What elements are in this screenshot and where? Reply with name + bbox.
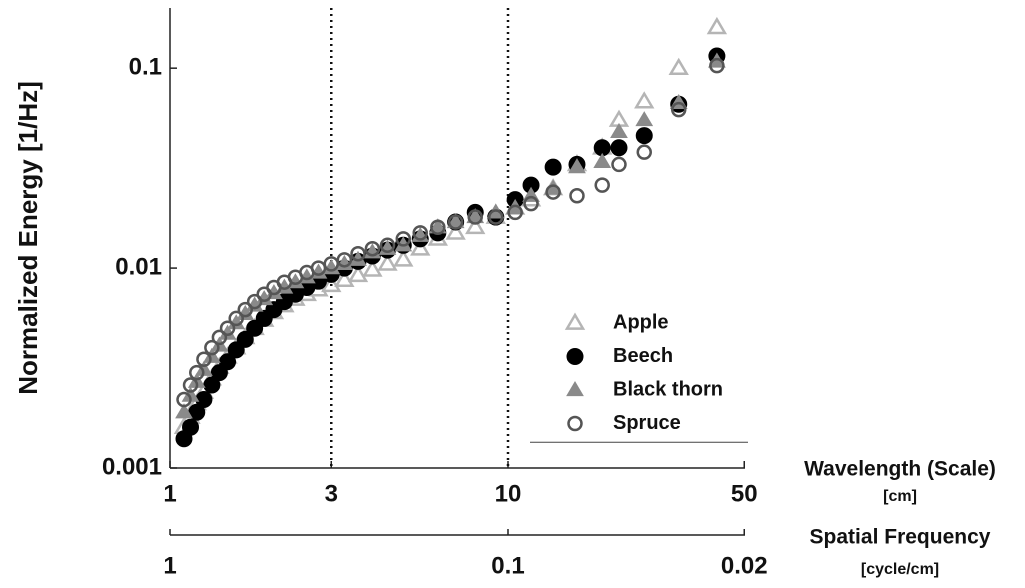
marker <box>334 269 355 288</box>
marker <box>523 195 539 212</box>
marker <box>445 222 466 240</box>
marker <box>211 329 228 346</box>
marker <box>175 403 193 419</box>
marker <box>196 351 212 367</box>
x-axis-label: Wavelength (Scale) <box>804 458 996 481</box>
marker <box>594 177 610 193</box>
marker <box>377 253 398 271</box>
marker <box>709 57 725 74</box>
marker <box>670 101 687 118</box>
marker <box>611 156 627 173</box>
legend-label: Black thorn <box>613 378 723 400</box>
marker <box>364 240 381 257</box>
marker <box>182 377 199 393</box>
x-tick-label: 1 <box>163 480 176 507</box>
marker <box>182 418 200 436</box>
marker <box>412 225 428 241</box>
marker <box>635 127 653 145</box>
marker <box>395 231 412 247</box>
marker <box>593 152 612 168</box>
y-tick-label: 0.1 <box>129 54 162 81</box>
marker <box>189 364 205 381</box>
legend-label: Beech <box>613 345 673 367</box>
marker <box>610 122 628 139</box>
marker <box>634 91 655 109</box>
legend-label: Apple <box>613 311 669 333</box>
marker <box>635 111 654 127</box>
legend-marker <box>564 312 586 330</box>
marker <box>488 209 504 225</box>
marker <box>176 391 192 408</box>
marker <box>309 263 328 279</box>
marker <box>507 204 523 221</box>
x2-axis-label: Spatial Frequency <box>810 526 991 549</box>
x-axis-unit: [cm] <box>883 488 917 505</box>
legend-label: Spruce <box>613 412 681 434</box>
marker <box>195 391 213 409</box>
marker <box>668 57 689 76</box>
marker <box>204 339 220 356</box>
marker <box>610 139 628 157</box>
y-axis-label: Normalized Energy [1/Hz] <box>13 81 43 395</box>
marker <box>228 310 244 327</box>
marker <box>246 293 263 310</box>
x-tick-label: 50 <box>731 480 758 507</box>
marker <box>350 245 366 262</box>
x-tick-label: 10 <box>495 480 522 507</box>
legend-marker <box>567 415 583 432</box>
y-tick-label: 0.01 <box>115 253 162 280</box>
x2-axis-unit: [cycle/cm] <box>861 561 939 578</box>
marker <box>447 214 464 230</box>
marker <box>569 188 585 204</box>
marker <box>321 274 342 293</box>
marker <box>706 16 728 35</box>
legend-marker <box>566 381 584 397</box>
marker <box>568 158 586 174</box>
marker <box>393 249 414 267</box>
marker <box>467 209 483 225</box>
x2-tick-label: 0.02 <box>721 552 768 579</box>
marker <box>379 237 396 254</box>
marker <box>544 158 562 176</box>
marker <box>236 330 254 348</box>
marker <box>410 238 431 256</box>
marker <box>545 184 561 200</box>
marker <box>336 252 353 268</box>
legend-marker <box>566 348 584 365</box>
marker <box>430 219 446 236</box>
y-tick-label: 0.001 <box>102 453 162 480</box>
x-tick-label: 3 <box>325 480 338 507</box>
marker <box>636 144 652 160</box>
marker <box>347 264 369 283</box>
marker <box>219 320 236 337</box>
marker <box>465 216 486 235</box>
x2-tick-label: 0.1 <box>491 552 524 579</box>
marker <box>237 301 254 318</box>
x2-tick-label: 1 <box>163 552 176 579</box>
marker <box>362 259 383 277</box>
